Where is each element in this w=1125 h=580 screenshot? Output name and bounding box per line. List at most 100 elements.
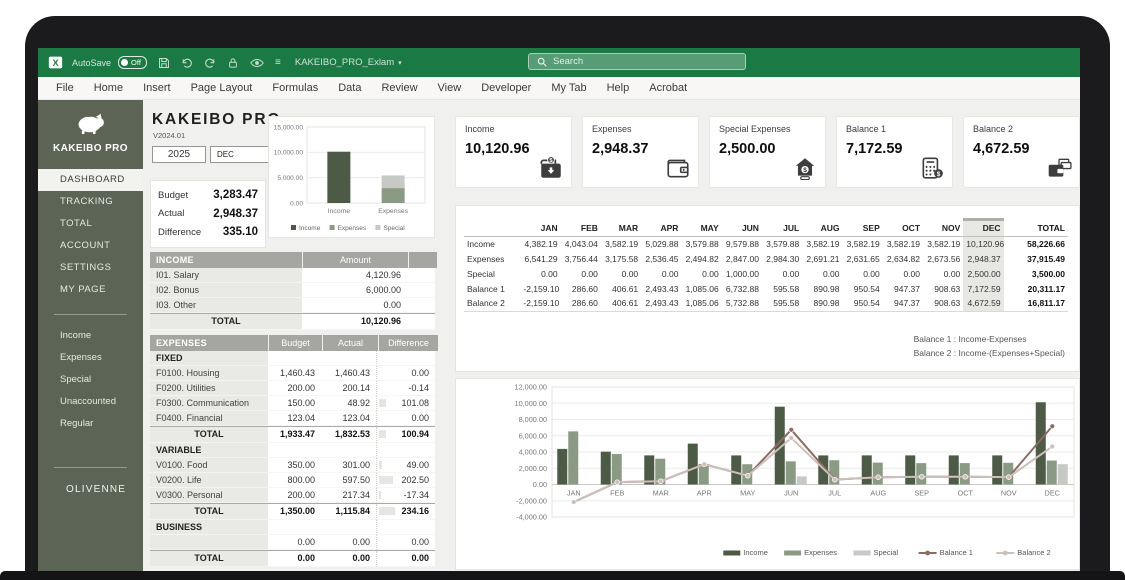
monthly-col-dec[interactable]: DEC — [963, 218, 1004, 237]
save-icon[interactable] — [158, 57, 170, 69]
cell[interactable]: 950.54 — [853, 283, 880, 294]
cell[interactable]: 3,582.19 — [605, 239, 639, 250]
cell[interactable]: 2,691.21 — [806, 253, 840, 264]
expense-actual-value[interactable]: 1,460.43 — [321, 366, 376, 381]
cell[interactable]: 406.61 — [600, 295, 642, 312]
cell[interactable]: 0.00 — [822, 268, 840, 279]
expense-item-label[interactable]: TOTAL — [150, 427, 268, 443]
cell[interactable]: 3,579.88 — [766, 239, 800, 250]
cell[interactable] — [321, 520, 376, 535]
summary-value[interactable]: 3,283.47 — [213, 189, 258, 202]
cell[interactable] — [321, 351, 376, 366]
cell[interactable]: 9,579.88 — [725, 239, 759, 250]
expense-difference-value[interactable]: -0.14 — [376, 381, 435, 396]
cell[interactable] — [407, 298, 435, 313]
expense-difference-value[interactable]: 100.94 — [376, 427, 435, 443]
cell[interactable]: 2,493.43 — [645, 283, 679, 294]
cell[interactable]: 947.37 — [894, 283, 921, 294]
menu-item-help[interactable]: Help — [606, 82, 630, 94]
expense-item-label[interactable] — [150, 535, 268, 550]
monthly-col-jan[interactable]: JAN — [520, 219, 561, 237]
cell[interactable]: 0.00 — [782, 268, 800, 279]
cell[interactable]: 0.00 — [903, 268, 921, 279]
row-total[interactable]: 16,811.17 — [1003, 295, 1068, 312]
cell[interactable]: 0.00 — [581, 268, 598, 279]
expense-item-label[interactable]: V0300. Personal — [150, 488, 268, 503]
row-total[interactable]: 20,311.17 — [1027, 283, 1065, 294]
cell[interactable] — [407, 283, 435, 298]
monthly-col-nov[interactable]: NOV — [923, 219, 964, 237]
menu-item-insert[interactable]: Insert — [143, 82, 171, 94]
menu-item-formulas[interactable]: Formulas — [272, 82, 319, 94]
cell[interactable]: 286.60 — [571, 283, 598, 294]
expense-budget-value[interactable]: 1,460.43 — [268, 366, 321, 381]
row-total[interactable]: 58,226.66 — [1027, 239, 1065, 250]
row-total[interactable]: 3,500.00 — [1031, 268, 1065, 279]
expense-difference-value[interactable]: 202.50 — [376, 473, 435, 488]
expense-actual-value[interactable]: 200.14 — [321, 381, 376, 396]
cell[interactable]: 0.00 — [943, 268, 961, 279]
expense-difference-value[interactable]: 49.00 — [376, 458, 435, 473]
cell[interactable]: 5,732.88 — [721, 295, 762, 312]
cell[interactable]: 2,673.56 — [927, 253, 961, 264]
sidebar-item-special[interactable]: Special — [60, 374, 92, 385]
cell[interactable]: 6,541.29 — [524, 253, 558, 264]
expense-item-label[interactable]: TOTAL — [150, 504, 268, 520]
expense-item-label[interactable]: V0200. Life — [150, 473, 268, 488]
cell[interactable]: 908.63 — [934, 283, 961, 294]
expense-item-label[interactable]: TOTAL — [150, 551, 268, 567]
cell[interactable]: 3,756.44 — [564, 253, 598, 264]
expense-actual-value[interactable]: 123.04 — [321, 411, 376, 426]
income-item-amount[interactable]: 6,000.00 — [302, 283, 407, 298]
cell[interactable] — [407, 314, 435, 330]
cell[interactable] — [376, 443, 435, 458]
expense-budget-value[interactable]: 1,933.47 — [268, 427, 321, 443]
cell[interactable]: 5,029.88 — [645, 239, 679, 250]
cell[interactable] — [268, 443, 321, 458]
expense-budget-value[interactable]: 0.00 — [268, 535, 321, 550]
income-item-label[interactable]: I01. Salary — [150, 268, 302, 283]
cell[interactable] — [376, 520, 435, 535]
monthly-col-sep[interactable]: SEP — [842, 219, 883, 237]
expense-difference-value[interactable]: 234.16 — [376, 504, 435, 520]
sidebar-item-total[interactable]: TOTAL — [60, 218, 93, 229]
expense-actual-value[interactable]: 0.00 — [321, 551, 376, 567]
cell[interactable]: 947.37 — [882, 295, 924, 312]
cell[interactable]: 3,582.19 — [846, 239, 880, 250]
year-selector[interactable]: 2025 — [152, 146, 206, 163]
cell[interactable]: 0.00 — [541, 268, 558, 279]
monthly-col-apr[interactable]: APR — [641, 219, 682, 237]
cell[interactable]: 3,175.58 — [605, 253, 639, 264]
monthly-col-aug[interactable]: AUG — [802, 219, 843, 237]
sidebar-item-tracking[interactable]: TRACKING — [60, 196, 114, 207]
expense-item-label[interactable]: V0100. Food — [150, 458, 268, 473]
sidebar-item-dashboard[interactable]: DASHBOARD — [38, 169, 143, 191]
cell[interactable] — [321, 443, 376, 458]
expense-difference-value[interactable]: 0.00 — [376, 535, 435, 550]
cell[interactable]: 908.63 — [923, 295, 964, 312]
menu-item-review[interactable]: Review — [381, 82, 418, 94]
cell[interactable]: 6,732.88 — [725, 283, 759, 294]
ribbon-options-icon[interactable]: ≡ — [275, 57, 281, 68]
expense-item-label[interactable]: F0400. Financial — [150, 411, 268, 426]
expense-difference-value[interactable]: -17.34 — [376, 488, 435, 503]
sidebar-item-regular[interactable]: Regular — [60, 418, 94, 429]
cell[interactable] — [268, 520, 321, 535]
cell[interactable]: -2,159.10 — [523, 283, 560, 294]
menu-item-file[interactable]: File — [56, 82, 74, 94]
expense-item-label[interactable]: F0300. Communication — [150, 396, 268, 411]
workbook-title[interactable]: KAKEIBO_PRO_Exlam ▾ — [295, 57, 402, 68]
expense-budget-value[interactable]: 0.00 — [268, 551, 321, 567]
cell[interactable]: 4,382.19 — [524, 239, 558, 250]
monthly-col-oct[interactable]: OCT — [882, 219, 924, 237]
sidebar-item-expenses[interactable]: Expenses — [60, 352, 102, 363]
income-item-amount[interactable]: 4,120.96 — [302, 268, 407, 283]
menu-item-developer[interactable]: Developer — [481, 82, 532, 94]
summary-value[interactable]: 335.10 — [222, 226, 258, 239]
summary-value[interactable]: 2,948.37 — [213, 207, 258, 220]
menu-item-page-layout[interactable]: Page Layout — [190, 82, 253, 94]
expense-budget-value[interactable]: 800.00 — [268, 473, 321, 488]
cell[interactable] — [268, 351, 321, 366]
cell[interactable]: 1,085.06 — [681, 295, 722, 312]
cell[interactable]: 890.98 — [802, 295, 843, 312]
